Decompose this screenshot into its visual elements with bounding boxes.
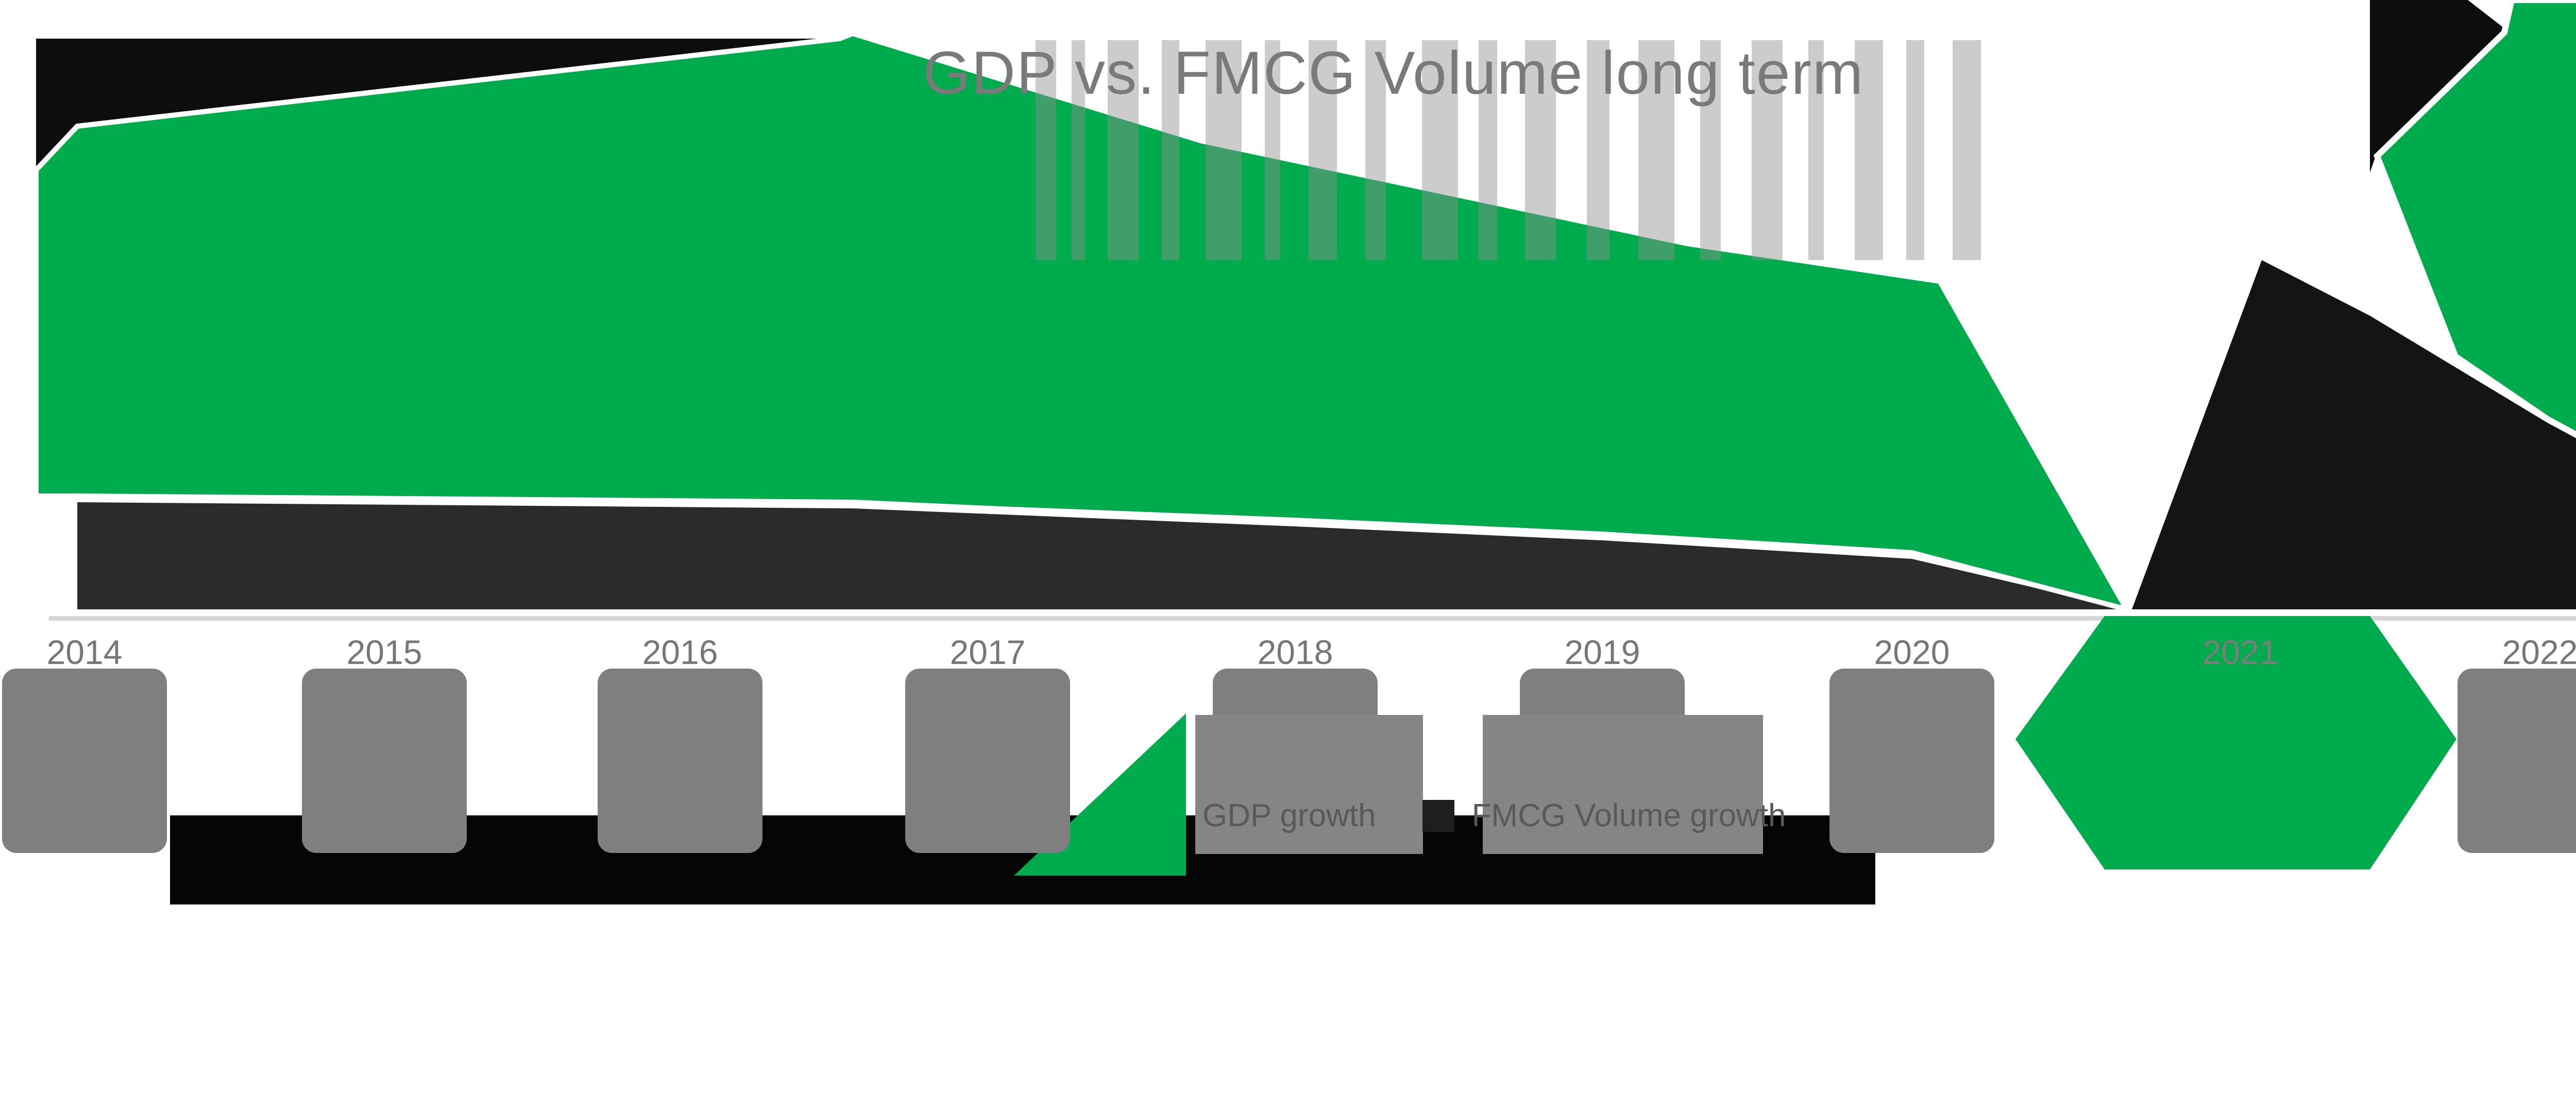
glitch-blob-2020 <box>1829 669 1994 853</box>
x-axis-label-2020: 2020 <box>1874 633 1950 671</box>
chart-legend: GDP growth FMCG Volume growth <box>1153 797 1815 834</box>
glitch-title-bar <box>1808 40 1824 260</box>
glitch-title-bar <box>1587 40 1609 260</box>
glitch-title-bar <box>1309 40 1337 260</box>
glitch-legend-block-2 <box>1483 715 1763 854</box>
glitch-blob-2017 <box>905 669 1070 853</box>
glitch-title-bar <box>1162 40 1179 260</box>
glitch-blob-2022 <box>2458 669 2576 853</box>
glitch-title-bar <box>1479 40 1497 260</box>
glitch-title-bar <box>1036 40 1056 260</box>
x-axis-label-2019: 2019 <box>1564 633 1640 671</box>
glitch-title-bar <box>1700 40 1721 260</box>
x-axis-line <box>49 616 2576 621</box>
fmcg-area-2021-spike <box>2132 260 2576 609</box>
gdp-legend-swatch <box>1153 799 1185 832</box>
glitch-title-bar <box>1206 40 1242 260</box>
glitch-green-hexagon-2021 <box>2015 616 2456 869</box>
gdp-area-main <box>33 30 2132 613</box>
gdp-area-right <box>2373 0 2576 438</box>
x-axis-label-2022: 2022 <box>2502 633 2576 671</box>
glitch-title-bar <box>1265 40 1280 260</box>
x-axis-label-2017: 2017 <box>950 633 1026 671</box>
fmcg-legend-swatch <box>1422 799 1454 832</box>
glitch-legend-block-1 <box>1195 715 1423 854</box>
glitch-blob-2015 <box>302 669 467 853</box>
glitch-title-bar <box>1906 40 1924 260</box>
x-axis-label-2018: 2018 <box>1257 633 1333 671</box>
glitch-blob-2014 <box>2 669 167 853</box>
x-axis-label-2021: 2021 <box>2202 633 2278 671</box>
glitch-title-bar <box>1638 40 1674 260</box>
x-axis-label-2016: 2016 <box>642 633 718 671</box>
fmcg-legend-label: FMCG Volume growth <box>1471 798 1786 833</box>
glitch-title-bar <box>1525 40 1556 260</box>
glitch-blob-2016 <box>598 669 762 853</box>
glitch-title-bar <box>1953 40 1981 260</box>
chart-title: GDP vs. FMCG Volume long term <box>923 39 1865 107</box>
fmcg-area-top-left <box>36 39 840 170</box>
fmcg-area-lower-band <box>77 502 2120 609</box>
glitch-title-bar <box>1422 40 1458 260</box>
glitch-title-columns <box>1036 40 1981 260</box>
x-axis-label-2014: 2014 <box>46 633 123 671</box>
glitch-title-bar <box>1108 40 1139 260</box>
glitch-title-bar <box>1855 40 1883 260</box>
glitch-title-bar <box>1752 40 1783 260</box>
gdp-legend-label: GDP growth <box>1202 798 1376 833</box>
glitch-title-bar <box>1072 40 1085 260</box>
glitch-title-bar <box>1365 40 1386 260</box>
fmcg-area-top-right-a <box>2370 0 2504 173</box>
x-axis-label-2015: 2015 <box>346 633 422 671</box>
